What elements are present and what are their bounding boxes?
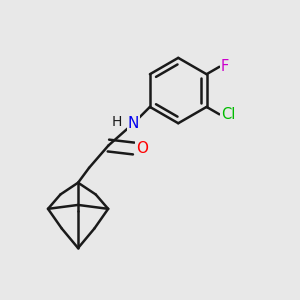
Text: O: O [136, 141, 148, 156]
Text: Cl: Cl [221, 107, 235, 122]
Text: N: N [128, 116, 139, 131]
Text: F: F [221, 59, 229, 74]
Text: H: H [112, 115, 122, 129]
